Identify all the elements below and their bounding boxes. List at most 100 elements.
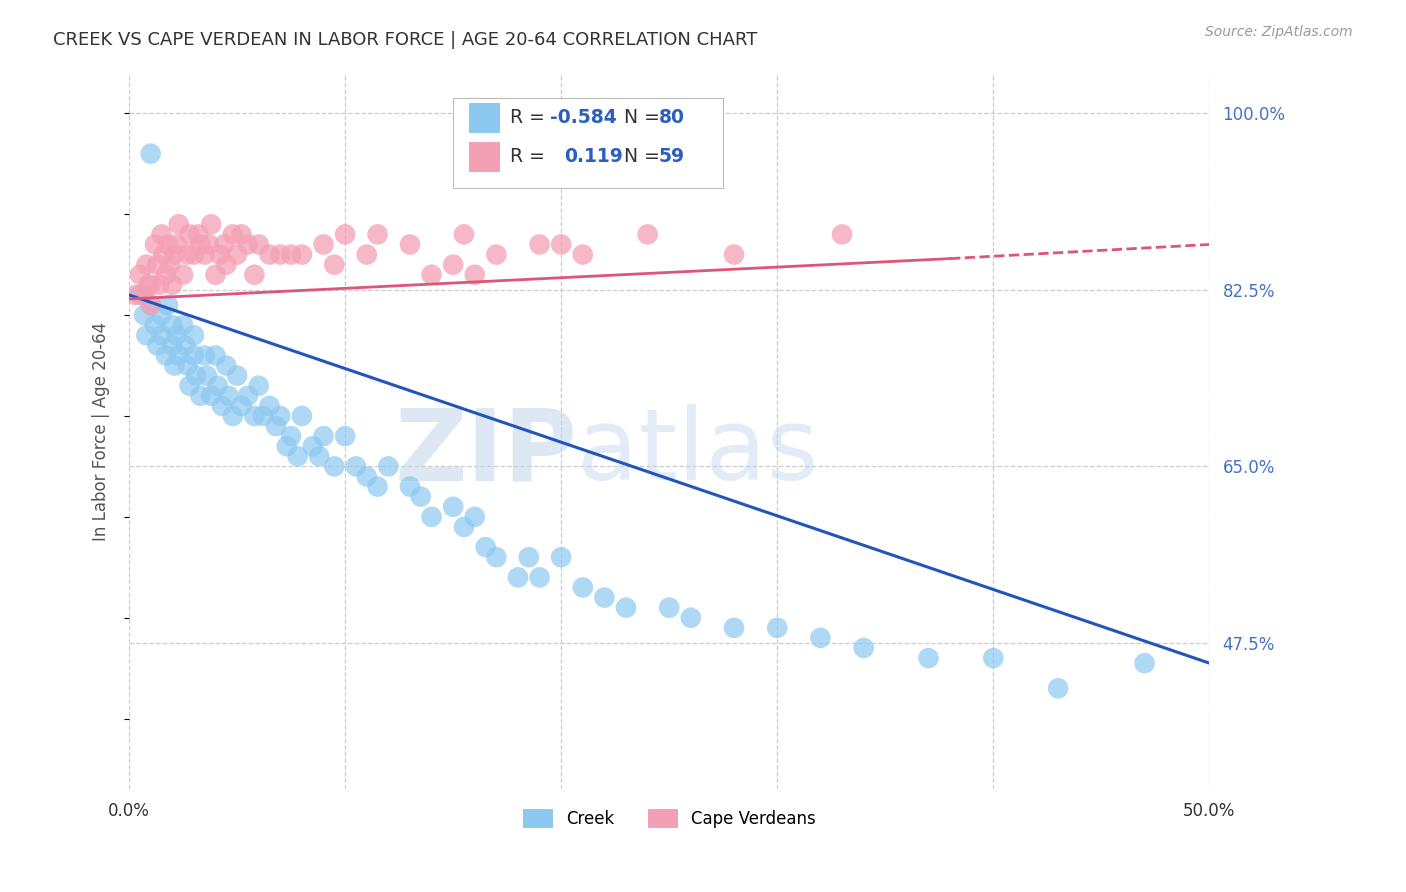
Text: -0.584: -0.584: [550, 109, 617, 128]
Point: [367, 227, 389, 242]
Point: [723, 247, 745, 261]
Point: [243, 268, 266, 282]
Point: [194, 247, 217, 261]
Point: [810, 631, 832, 645]
Point: [198, 237, 221, 252]
Point: [124, 288, 146, 302]
Point: [217, 389, 239, 403]
Point: [485, 550, 508, 565]
Point: [211, 399, 233, 413]
Point: [572, 581, 595, 595]
Point: [280, 429, 302, 443]
Point: [190, 389, 212, 403]
Point: [614, 600, 637, 615]
Point: [852, 640, 875, 655]
Text: ZIP: ZIP: [395, 404, 578, 501]
Point: [222, 227, 245, 242]
Point: [269, 409, 291, 423]
Point: [453, 227, 475, 242]
Point: [159, 258, 181, 272]
Point: [139, 146, 162, 161]
Point: [179, 227, 201, 242]
Point: [312, 429, 335, 443]
Point: [464, 509, 486, 524]
Point: [485, 247, 508, 261]
Point: [441, 258, 464, 272]
Point: [195, 368, 218, 383]
Point: [208, 247, 231, 261]
Point: [280, 247, 302, 261]
Point: [135, 328, 157, 343]
Point: [377, 459, 399, 474]
Point: [276, 439, 298, 453]
Point: [264, 419, 287, 434]
Point: [204, 268, 226, 282]
Point: [150, 328, 173, 343]
Point: [179, 378, 201, 392]
Point: [572, 247, 595, 261]
Point: [128, 268, 150, 282]
Point: [148, 277, 170, 292]
Point: [409, 490, 432, 504]
Point: [259, 399, 281, 413]
Point: [247, 378, 270, 392]
Point: [150, 227, 173, 242]
Point: [163, 359, 186, 373]
Point: [312, 237, 335, 252]
Point: [344, 459, 367, 474]
Point: [1047, 681, 1070, 696]
Point: [917, 651, 939, 665]
Point: [226, 368, 249, 383]
Point: [550, 237, 572, 252]
Point: [231, 399, 253, 413]
Point: [333, 429, 356, 443]
Point: [453, 520, 475, 534]
Point: [356, 469, 378, 483]
Point: [593, 591, 616, 605]
Y-axis label: In Labor Force | Age 20-64: In Labor Force | Age 20-64: [93, 321, 110, 541]
Point: [166, 328, 188, 343]
Point: [156, 237, 179, 252]
Point: [134, 308, 156, 322]
Point: [204, 348, 226, 362]
Point: [291, 247, 314, 261]
Point: [252, 409, 274, 423]
Point: [291, 409, 314, 423]
Point: [506, 570, 529, 584]
Point: [187, 227, 209, 242]
Point: [367, 479, 389, 493]
Point: [139, 298, 162, 312]
Point: [155, 268, 177, 282]
Point: [464, 268, 486, 282]
Text: 59: 59: [658, 147, 685, 166]
Point: [167, 217, 190, 231]
Point: [637, 227, 659, 242]
Text: atlas: atlas: [578, 404, 820, 501]
Point: [138, 277, 160, 292]
Point: [529, 570, 551, 584]
Point: [176, 247, 198, 261]
Point: [333, 227, 356, 242]
Point: [215, 359, 238, 373]
Point: [139, 277, 162, 292]
Point: [194, 348, 217, 362]
Point: [399, 479, 422, 493]
Bar: [470, 142, 499, 171]
Point: [323, 258, 346, 272]
Point: [139, 298, 162, 312]
Text: 80: 80: [658, 109, 685, 128]
Text: Source: ZipAtlas.com: Source: ZipAtlas.com: [1205, 25, 1353, 39]
Point: [146, 338, 169, 352]
Point: [420, 509, 443, 524]
Text: R =: R =: [510, 109, 551, 128]
Point: [172, 318, 194, 333]
Point: [243, 409, 266, 423]
Point: [135, 258, 157, 272]
Point: [226, 247, 249, 261]
Point: [172, 268, 194, 282]
Point: [183, 328, 205, 343]
FancyBboxPatch shape: [453, 98, 723, 187]
Text: R =: R =: [510, 147, 551, 166]
Point: [269, 247, 291, 261]
Point: [550, 550, 572, 565]
